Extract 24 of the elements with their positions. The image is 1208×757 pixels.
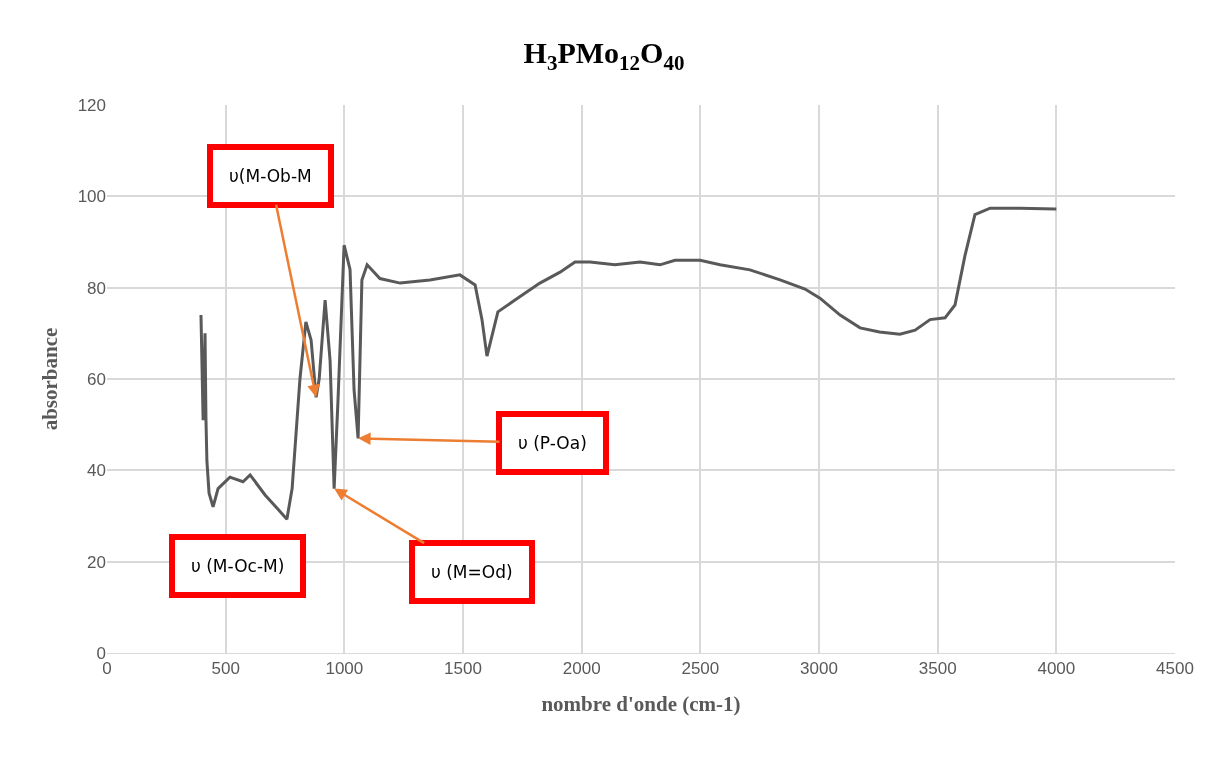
annotation: υ(M-Ob-M (229, 166, 312, 186)
line-series (199, 206, 1058, 521)
y-tick-label: 40 (87, 461, 106, 481)
annotation: υ (M=Od) (431, 562, 513, 582)
y-axis-title: absorbance (37, 327, 62, 431)
x-tick-label: 2000 (562, 659, 601, 679)
chart-title: H$_{3}$PMo$_{12}$O$_{40}$ (523, 36, 685, 75)
y-tick-label: 0 (96, 643, 106, 663)
x-tick-label: 3000 (800, 659, 838, 679)
x-tick-label: 1000 (325, 659, 364, 679)
x-axis-title: nombre d'onde (cm-1) (541, 691, 741, 716)
x-tick-label: 2500 (681, 659, 720, 679)
annotation: υ (M-Oc-M) (191, 556, 285, 576)
annotation: υ (P-Oa) (518, 433, 587, 453)
y-tick-label: 120 (77, 95, 106, 115)
x-tick-label: 4500 (1156, 659, 1194, 679)
y-tick-label: 80 (87, 278, 106, 298)
x-tick-label: 500 (211, 659, 240, 679)
y-tick-label: 100 (77, 187, 106, 207)
x-tick-label: 4000 (1037, 659, 1076, 679)
y-tick-label: 60 (87, 369, 106, 389)
x-tick-label: 3500 (918, 659, 957, 679)
x-tick-label: 1500 (444, 659, 482, 679)
y-tick-label: 20 (87, 552, 106, 572)
